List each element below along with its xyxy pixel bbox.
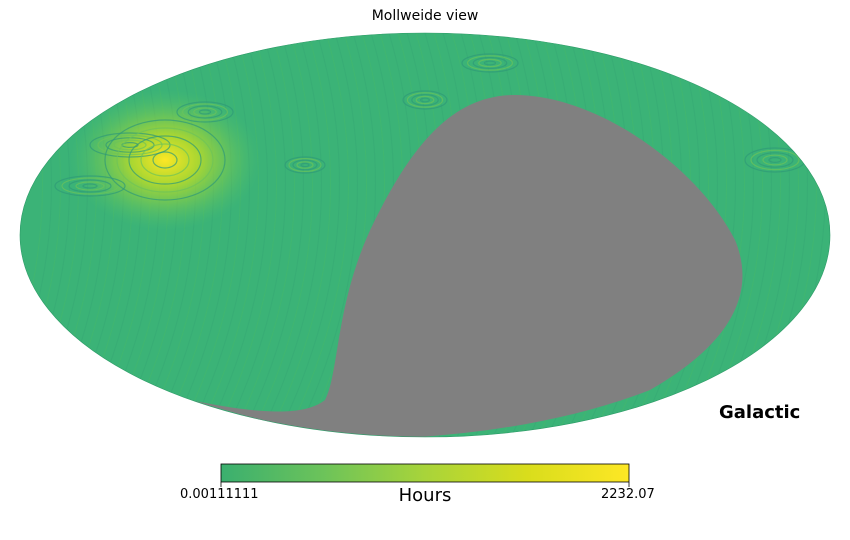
ring-pattern bbox=[402, 90, 448, 110]
ring-pattern bbox=[483, 60, 497, 66]
ring-pattern bbox=[89, 132, 171, 158]
ring-pattern bbox=[420, 97, 431, 103]
ring-pattern bbox=[182, 103, 229, 121]
colorbar-min-label: 0.00111111 bbox=[180, 487, 259, 502]
ring-pattern bbox=[61, 177, 119, 195]
colorbar-max-label: 2232.07 bbox=[601, 487, 655, 502]
sky-map-area bbox=[20, 33, 830, 437]
ring-pattern bbox=[116, 127, 214, 193]
ring-pattern bbox=[82, 183, 98, 189]
ring-pattern bbox=[750, 149, 800, 171]
ring-pattern bbox=[296, 161, 314, 169]
ring-pattern bbox=[300, 162, 310, 168]
scan-stripe bbox=[240, 33, 304, 437]
ring-pattern bbox=[411, 93, 439, 106]
ring-pattern bbox=[762, 154, 788, 166]
masked-region bbox=[190, 95, 743, 437]
ring-pattern bbox=[288, 158, 322, 173]
scan-stripe bbox=[213, 33, 277, 437]
scan-stripe bbox=[168, 33, 232, 437]
ring-pattern bbox=[406, 92, 444, 108]
coordinate-system-label: Galactic bbox=[719, 402, 801, 423]
ring-pattern bbox=[54, 175, 126, 197]
colorbar bbox=[220, 463, 630, 483]
ring-pattern bbox=[292, 159, 318, 171]
ring-pattern bbox=[152, 151, 178, 169]
ring-pattern bbox=[478, 58, 502, 68]
colorbar-unit-label: Hours bbox=[398, 485, 452, 506]
ring-pattern bbox=[467, 55, 514, 71]
scan-stripe bbox=[132, 33, 196, 437]
ring-pattern bbox=[415, 95, 435, 105]
scan-stripe bbox=[204, 33, 268, 437]
scan-stripe bbox=[294, 33, 358, 437]
ring-pattern bbox=[113, 139, 147, 151]
ring-pattern bbox=[768, 157, 782, 164]
ring-pattern bbox=[140, 143, 190, 177]
scan-stripe bbox=[258, 33, 322, 437]
scan-stripe bbox=[177, 33, 241, 437]
ring-patterns bbox=[54, 53, 806, 201]
scan-stripe bbox=[285, 33, 349, 437]
chart-title: Mollweide view bbox=[371, 8, 479, 24]
ring-pattern bbox=[472, 56, 508, 69]
scan-stripe bbox=[141, 33, 205, 437]
ring-pattern bbox=[756, 152, 794, 168]
scan-stripe bbox=[303, 33, 367, 437]
ring-pattern bbox=[176, 101, 234, 123]
ring-pattern bbox=[104, 119, 226, 201]
map-outline bbox=[19, 32, 831, 438]
scan-stripe bbox=[159, 33, 223, 437]
scan-stripe bbox=[249, 33, 313, 437]
ring-pattern bbox=[198, 109, 212, 115]
ring-pattern bbox=[187, 105, 223, 119]
ring-pattern bbox=[128, 135, 202, 185]
scan-stripe bbox=[231, 33, 295, 437]
scan-stripe bbox=[267, 33, 331, 437]
scan-stripe bbox=[195, 33, 259, 437]
scan-stripe bbox=[186, 33, 250, 437]
ring-pattern bbox=[193, 107, 217, 117]
scan-stripe bbox=[276, 33, 340, 437]
scan-stripe bbox=[222, 33, 286, 437]
hotspot-glow bbox=[70, 90, 260, 230]
scan-stripe bbox=[150, 33, 214, 437]
ring-pattern bbox=[68, 179, 112, 193]
ring-pattern bbox=[461, 53, 519, 73]
ring-pattern bbox=[75, 181, 105, 191]
ring-pattern bbox=[284, 156, 326, 174]
